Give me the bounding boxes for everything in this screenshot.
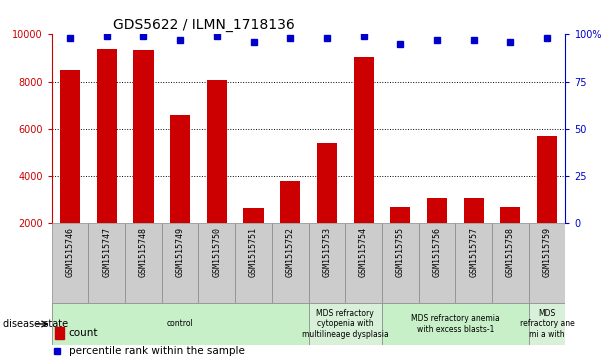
- Bar: [537, 136, 557, 223]
- Text: MDS refractory anemia
with excess blasts-1: MDS refractory anemia with excess blasts…: [411, 314, 500, 334]
- Bar: [390, 207, 410, 223]
- Bar: [382, 303, 529, 345]
- Bar: [345, 223, 382, 303]
- Text: GSM1515758: GSM1515758: [506, 227, 515, 277]
- Text: percentile rank within the sample: percentile rank within the sample: [69, 346, 244, 356]
- Text: GSM1515750: GSM1515750: [212, 227, 221, 277]
- Text: GSM1515748: GSM1515748: [139, 227, 148, 277]
- Text: GSM1515746: GSM1515746: [66, 227, 75, 277]
- Bar: [427, 199, 447, 223]
- Bar: [419, 223, 455, 303]
- Bar: [97, 49, 117, 223]
- Bar: [492, 223, 529, 303]
- Bar: [207, 81, 227, 223]
- Bar: [243, 208, 264, 223]
- Bar: [529, 303, 565, 345]
- Bar: [198, 223, 235, 303]
- Bar: [235, 223, 272, 303]
- Text: GSM1515757: GSM1515757: [469, 227, 478, 277]
- Bar: [125, 223, 162, 303]
- Text: GSM1515751: GSM1515751: [249, 227, 258, 277]
- Bar: [133, 50, 153, 223]
- Text: disease state: disease state: [3, 319, 68, 329]
- Bar: [272, 223, 308, 303]
- Bar: [353, 57, 374, 223]
- Text: MDS refractory
cytopenia with
multilineage dysplasia: MDS refractory cytopenia with multilinea…: [302, 309, 389, 339]
- Text: GDS5622 / ILMN_1718136: GDS5622 / ILMN_1718136: [113, 18, 295, 32]
- Text: GSM1515756: GSM1515756: [432, 227, 441, 277]
- Bar: [455, 223, 492, 303]
- Text: GSM1515754: GSM1515754: [359, 227, 368, 277]
- Bar: [52, 223, 88, 303]
- Text: MDS
refractory ane
mi a with: MDS refractory ane mi a with: [520, 309, 575, 339]
- Bar: [308, 303, 382, 345]
- Bar: [464, 199, 484, 223]
- Bar: [55, 327, 64, 339]
- Bar: [280, 181, 300, 223]
- Bar: [88, 223, 125, 303]
- Text: GSM1515759: GSM1515759: [542, 227, 551, 277]
- Bar: [308, 223, 345, 303]
- Text: GSM1515753: GSM1515753: [322, 227, 331, 277]
- Bar: [382, 223, 419, 303]
- Bar: [52, 303, 308, 345]
- Text: GSM1515747: GSM1515747: [102, 227, 111, 277]
- Bar: [529, 223, 565, 303]
- Text: GSM1515752: GSM1515752: [286, 227, 295, 277]
- Text: GSM1515749: GSM1515749: [176, 227, 185, 277]
- Bar: [317, 143, 337, 223]
- Text: control: control: [167, 319, 193, 329]
- Text: GSM1515755: GSM1515755: [396, 227, 405, 277]
- Bar: [500, 207, 520, 223]
- Bar: [60, 70, 80, 223]
- Text: count: count: [69, 328, 98, 338]
- Bar: [170, 115, 190, 223]
- Bar: [162, 223, 198, 303]
